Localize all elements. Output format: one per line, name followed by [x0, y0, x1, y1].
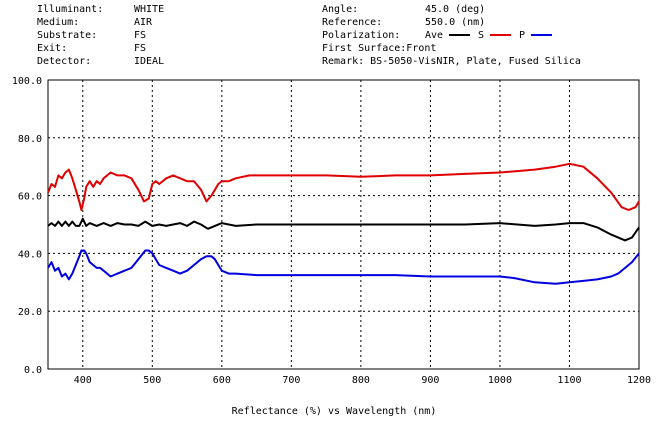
header-left: Illuminant: WHITE Medium: AIR Substrate:…: [37, 4, 164, 67]
detector-label: Detector:: [37, 56, 91, 67]
legend: Ave S P: [425, 30, 552, 41]
exit-label: Exit:: [37, 43, 67, 54]
x-tick-label: 1200: [627, 375, 651, 386]
x-tick-label: 700: [282, 375, 300, 386]
x-tick-label: 1100: [557, 375, 581, 386]
first-surface: First Surface:Front: [322, 43, 436, 54]
series-line-s: [47, 162, 640, 211]
reference-value: 550.0 (nm): [425, 17, 485, 28]
y-tick-label: 20.0: [18, 307, 42, 318]
x-tick-label: 800: [352, 375, 370, 386]
remark: Remark: BS-5050-VisNIR, Plate, Fused Sil…: [322, 56, 581, 67]
plot-area: 400 500 600 700 800 900 1000 1100 1200 0.0 20.0 40.…: [12, 76, 651, 386]
angle-value: 45.0 (deg): [425, 4, 485, 15]
legend-label-ave: Ave: [425, 30, 443, 41]
substrate-label: Substrate:: [37, 30, 97, 41]
medium-label: Medium:: [37, 17, 79, 28]
x-tick-label: 600: [213, 375, 231, 386]
header-right: Angle: 45.0 (deg) Reference: 550.0 (nm) …: [322, 4, 581, 67]
x-tick-label: 900: [421, 375, 439, 386]
angle-label: Angle:: [322, 4, 358, 15]
x-axis-title: Reflectance (%) vs Wavelength (nm): [232, 406, 437, 417]
illuminant-label: Illuminant:: [37, 4, 103, 15]
detector-value: IDEAL: [134, 56, 164, 67]
legend-label-s: S: [478, 30, 484, 41]
legend-label-p: P: [519, 30, 525, 41]
polarization-label: Polarization:: [322, 30, 400, 41]
exit-value: FS: [134, 43, 146, 54]
y-tick-label: 80.0: [18, 134, 42, 145]
series-line-p: [47, 249, 640, 285]
x-tick-label: 1000: [488, 375, 512, 386]
y-tick-label: 0.0: [24, 365, 42, 376]
y-tick-label: 100.0: [12, 76, 42, 87]
x-tick-label: 500: [143, 375, 161, 386]
substrate-value: FS: [134, 30, 146, 41]
x-tick-label: 400: [74, 375, 92, 386]
medium-value: AIR: [134, 17, 153, 28]
reference-label: Reference:: [322, 17, 382, 28]
y-tick-label: 60.0: [18, 192, 42, 203]
illuminant-value: WHITE: [134, 4, 164, 15]
series-line-ave: [47, 217, 640, 242]
plot-frame: [47, 79, 640, 370]
y-tick-label: 40.0: [18, 249, 42, 260]
